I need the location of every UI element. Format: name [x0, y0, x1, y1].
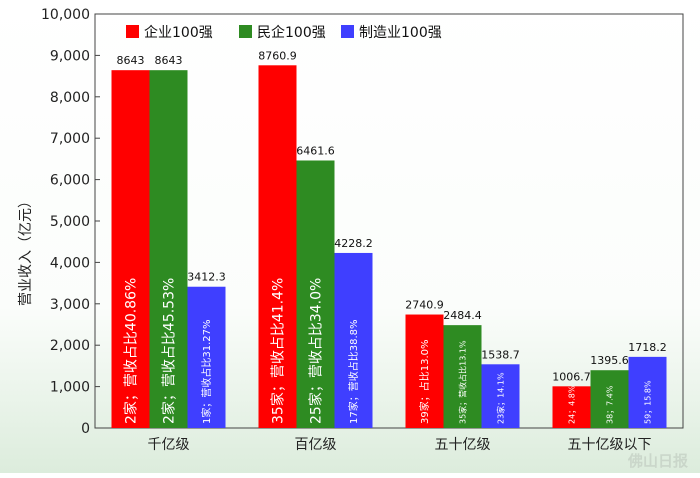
y-tick-label: 9,000 — [50, 48, 90, 64]
y-axis-title: 营业收入（亿元） — [18, 194, 34, 306]
y-tick-label: 2,000 — [50, 338, 90, 354]
bar — [443, 325, 482, 428]
bar-annotation: 39家；占比13.0% — [418, 340, 431, 425]
bar-annotation: 59；15.8% — [643, 380, 652, 424]
bar-annotation: 35家；营收占比13.1% — [457, 340, 467, 424]
y-tick-label: 5,000 — [50, 214, 90, 230]
y-tick-label: 3,000 — [50, 297, 90, 313]
x-category-label: 百亿级 — [295, 437, 337, 453]
bar-value-label: 8643 — [155, 54, 183, 67]
bar-value-label: 1395.6 — [590, 354, 629, 367]
bar — [187, 286, 226, 428]
bar-annotation: 23家；14.1% — [495, 372, 505, 424]
x-category-label: 五十亿级以下 — [568, 437, 652, 453]
y-tick-label: 6,000 — [50, 173, 90, 189]
bar-value-label: 2740.9 — [405, 299, 444, 312]
bar — [481, 364, 520, 428]
legend-swatch — [239, 25, 252, 38]
bar-value-label: 1538.7 — [481, 348, 520, 361]
bar-value-label: 8760.9 — [258, 49, 297, 62]
bar — [296, 160, 335, 429]
bar — [149, 70, 188, 428]
bar — [111, 70, 150, 428]
bar-value-label: 8643 — [117, 54, 145, 67]
bar — [552, 386, 591, 428]
bar-annotation: 2家；营收占比40.86% — [122, 278, 139, 424]
bar-value-label: 4228.2 — [334, 237, 373, 250]
bar — [628, 356, 667, 428]
y-tick-label: 7,000 — [50, 131, 90, 147]
y-tick-label: 0 — [81, 421, 90, 437]
bar — [405, 314, 444, 428]
bars-layer: 8643 2家；营收占比40.86% 8643 2家；营收占比45.53% 3412.3… — [111, 49, 667, 429]
bar-value-label: 3412.3 — [187, 271, 226, 284]
bar-annotation: 24；4.8% — [567, 385, 576, 424]
bar — [590, 370, 629, 428]
y-tick-label: 8,000 — [50, 90, 90, 106]
bar — [258, 65, 297, 428]
watermark-logo: 佛山日报 — [627, 452, 688, 470]
bar-value-label: 1006.7 — [552, 370, 591, 383]
y-tick-label: 1,000 — [50, 380, 90, 396]
bar-annotation: 38；7.4% — [605, 385, 614, 424]
bar-annotation: 1家；营收占比31.27% — [200, 320, 213, 425]
bar-annotation: 17家；营收占比38.8% — [347, 320, 360, 425]
y-axis: 0 1,000 2,000 3,000 4,000 5,000 6,000 7,000 8,00… — [41, 7, 100, 437]
legend-swatch — [341, 25, 354, 38]
x-axis: 千亿级 百亿级 五十亿级 五十亿级以下 — [148, 437, 652, 453]
bar-annotation: 2家；营收占比45.53% — [160, 278, 177, 424]
legend-swatch — [126, 25, 139, 38]
legend-label: 企业100强 — [144, 24, 213, 41]
x-category-label: 千亿级 — [148, 437, 190, 453]
legend: 企业100强 民企100强 制造业100强 — [126, 24, 442, 41]
legend-label: 民企100强 — [257, 24, 326, 41]
x-category-label: 五十亿级 — [435, 437, 491, 453]
bar-annotation: 35家；营收占比41.4% — [269, 278, 286, 424]
y-tick-label: 4,000 — [50, 255, 90, 271]
bar-value-label: 2484.4 — [443, 309, 482, 322]
y-tick-label: 10,000 — [41, 7, 90, 23]
legend-label: 制造业100强 — [359, 25, 442, 41]
bar-value-label: 6461.6 — [296, 144, 335, 157]
bar-value-label: 1718.2 — [628, 341, 667, 354]
bar-annotation: 25家；营收占比34.0% — [307, 278, 324, 424]
bar — [334, 252, 373, 428]
